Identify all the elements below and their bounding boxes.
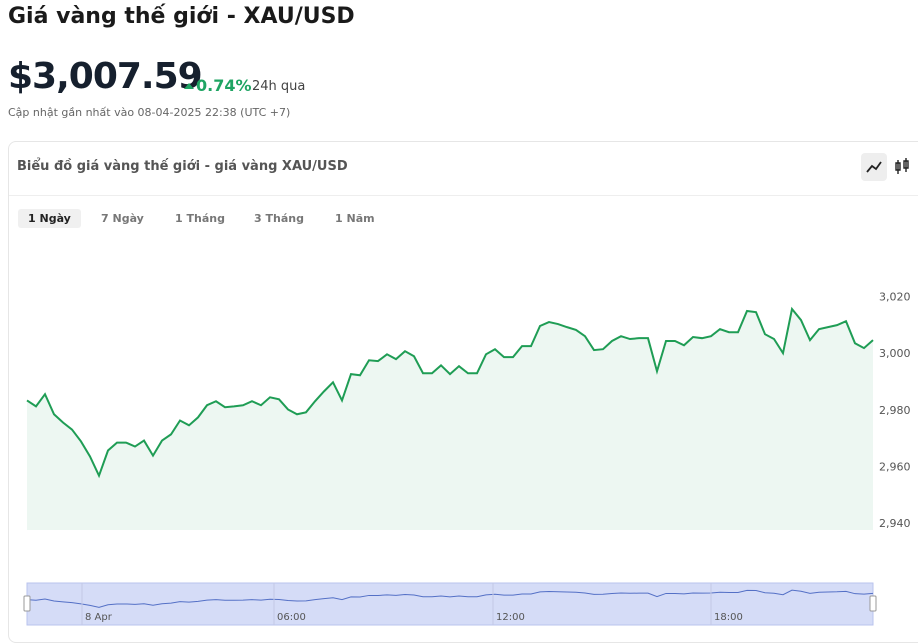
divider: [9, 195, 918, 196]
update-time: Cập nhật gần nhất vào 08-04-2025 22:38 (…: [8, 106, 291, 119]
range-tab[interactable]: 3 Tháng: [254, 212, 304, 225]
range-tab[interactable]: 1 Năm: [335, 212, 375, 225]
range-tab[interactable]: 7 Ngày: [101, 212, 144, 225]
price: $3,007.59: [8, 56, 203, 97]
page-title: Giá vàng thế giới - XAU/USD: [8, 4, 355, 29]
up-arrow: [184, 83, 194, 89]
change-period: 24h qua: [252, 79, 306, 94]
range-tab[interactable]: 1 Ngày: [18, 209, 81, 228]
chart-type-toggle[interactable]: [858, 152, 918, 182]
change: 0.74%: [196, 76, 252, 95]
card-title: Biểu đồ giá vàng thế giới - giá vàng XAU…: [17, 159, 348, 174]
range-tab[interactable]: 1 Tháng: [175, 212, 225, 225]
